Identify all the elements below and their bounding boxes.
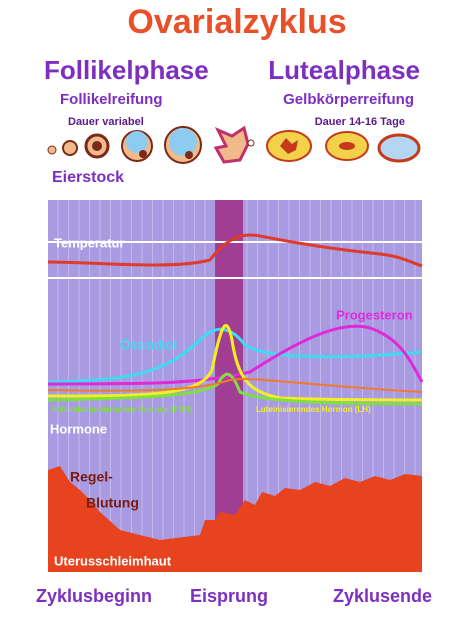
- phase-duration: Dauer 14-16 Tage: [315, 116, 405, 128]
- progesterone-label: Progesteron: [336, 307, 413, 322]
- temperature-curve: [47, 233, 423, 268]
- phase-process: Gelbkörperreifung: [283, 91, 414, 108]
- phase-duration: Dauer variabel: [68, 116, 144, 128]
- timeline-label: Zyklusende: [333, 586, 432, 606]
- temperature-label: Temperatur: [54, 235, 125, 250]
- endometrium-label: Uterusschleimhaut: [54, 553, 172, 568]
- timeline-label: Eisprung: [190, 586, 268, 606]
- phase-name: Follikelphase: [44, 55, 209, 85]
- estradiol-label: Östradiol: [120, 337, 177, 352]
- phase-name: Lutealphase: [268, 55, 420, 85]
- endometrium: [48, 466, 422, 572]
- fsh-curve: [47, 372, 423, 406]
- ovary-cells: [47, 125, 421, 164]
- hormones-label: Hormone: [50, 421, 107, 436]
- lh-label: Luteinisierendes Hormon (LH): [256, 405, 371, 414]
- timeline-label: Zyklusbeginn: [36, 586, 152, 606]
- ovary-label: Eierstock: [52, 169, 124, 186]
- bleeding-label: Blutung: [86, 495, 139, 511]
- lh-curve: [47, 324, 423, 402]
- title: Ovarialzyklus: [127, 3, 346, 41]
- progesterone-curve: [47, 324, 424, 386]
- bleeding-label: Regel-: [70, 469, 113, 485]
- baseline-curve: [47, 378, 423, 393]
- estradiol-curve: [47, 327, 423, 384]
- phase-process: Follikelreifung: [60, 91, 163, 108]
- fsh-label: Follikelstimulierendes Hormon (FSH): [52, 405, 193, 414]
